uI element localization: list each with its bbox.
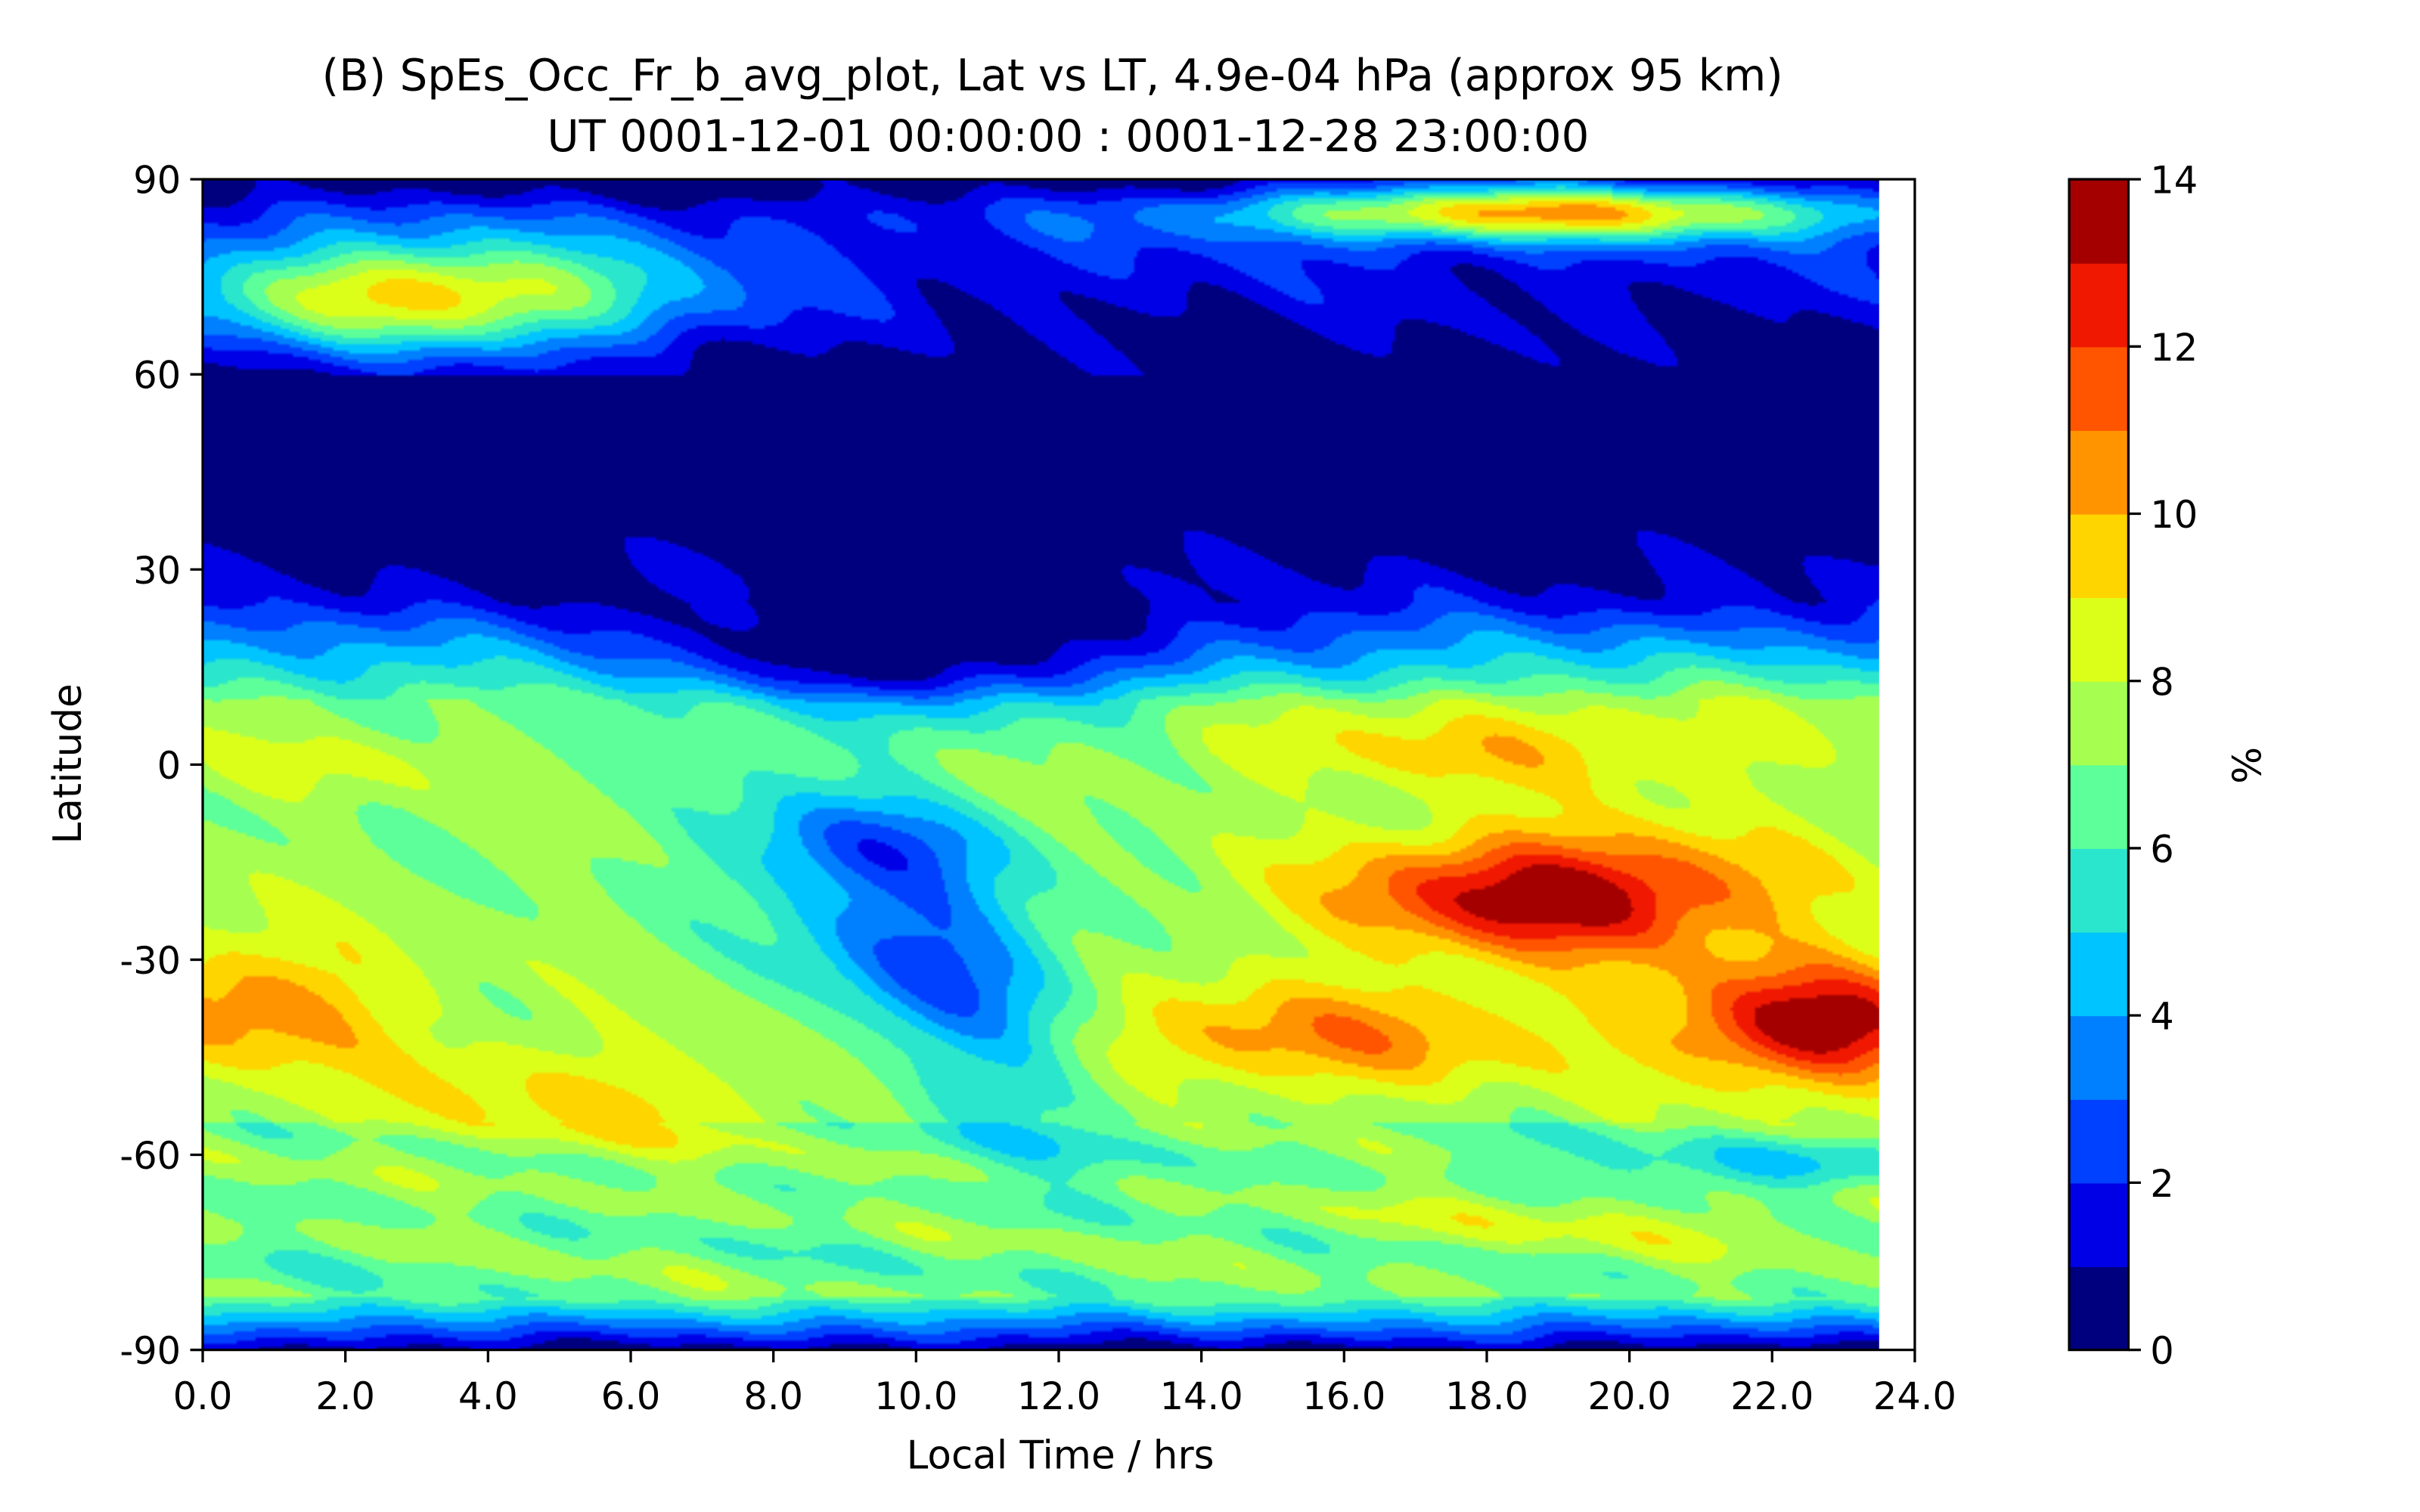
colorbar-tick-label: 10 (2150, 493, 2198, 537)
y-tick-label: 30 (133, 549, 181, 593)
x-tick-label: 12.0 (1017, 1374, 1100, 1418)
colorbar-tick-label: 6 (2150, 828, 2173, 872)
x-tick-label: 0.0 (173, 1374, 233, 1418)
x-tick-label: 2.0 (315, 1374, 375, 1418)
contour-image (203, 179, 1879, 1350)
contour-field (203, 179, 1879, 1350)
colorbar-band (2069, 262, 2129, 348)
colorbar-tick-label: 14 (2150, 159, 2198, 203)
colorbar-band (2069, 1182, 2129, 1267)
y-tick-label: -60 (119, 1134, 181, 1178)
colorbar-ticks: 14 12 10 8 6 4 2 0 (2128, 159, 2198, 1373)
colorbar-band (2069, 429, 2129, 515)
colorbar-bands (2069, 179, 2129, 1351)
x-tick-label: 6.0 (601, 1374, 661, 1418)
x-tick-label: 22.0 (1730, 1374, 1813, 1418)
x-tick-label: 20.0 (1588, 1374, 1671, 1418)
colorbar-band (2069, 680, 2129, 766)
x-tick-label: 18.0 (1445, 1374, 1528, 1418)
x-tick-label: 16.0 (1302, 1374, 1385, 1418)
colorbar-band (2069, 346, 2129, 431)
colorbar-band (2069, 764, 2129, 849)
colorbar-tick-label: 8 (2150, 660, 2173, 704)
colorbar-band (2069, 931, 2129, 1017)
x-tick-label: 14.0 (1160, 1374, 1243, 1418)
colorbar-label: % (2226, 747, 2271, 784)
chart-title-line2: UT 0001-12-01 00:00:00 : 0001-12-28 23:0… (547, 110, 1589, 162)
y-tick-label: 0 (157, 744, 181, 788)
colorbar-tick-label: 4 (2150, 995, 2173, 1039)
colorbar-frame (2068, 178, 2130, 1352)
colorbar-band (2069, 847, 2129, 933)
x-tick-label: 4.0 (458, 1374, 518, 1418)
y-tick-label: 60 (133, 354, 181, 398)
colorbar-tick-label: 12 (2150, 326, 2198, 370)
x-axis-label: Local Time / hrs (907, 1433, 1215, 1478)
y-tick-label: 90 (133, 159, 181, 203)
colorbar-tick-label: 2 (2150, 1162, 2173, 1206)
colorbar-band (2069, 597, 2129, 682)
colorbar-band (2069, 1266, 2129, 1351)
colorbar-band (2069, 513, 2129, 599)
chart-title-line1: (B) SpEs_Occ_Fr_b_avg_plot, Lat vs LT, 4… (322, 50, 1783, 101)
y-tick-label: -30 (119, 939, 181, 983)
colorbar-tick-label: 0 (2150, 1329, 2173, 1373)
x-tick-label: 10.0 (874, 1374, 957, 1418)
y-axis: 90 60 30 0 -30 -60 -90 (119, 159, 203, 1373)
y-tick-label: -90 (119, 1329, 181, 1373)
x-tick-label: 8.0 (743, 1374, 803, 1418)
x-axis: 0.0 2.0 4.0 6.0 8.0 10.0 12.0 14.0 16.0 18.0 20.0 2… (173, 1349, 1956, 1418)
x-tick-label: 24.0 (1873, 1374, 1956, 1418)
y-axis-label: Latitude (45, 683, 91, 844)
plot-area (201, 178, 1916, 1352)
colorbar-band (2069, 1015, 2129, 1100)
colorbar-band (2069, 179, 2129, 264)
colorbar-band (2069, 1098, 2129, 1184)
colorbar: 14 12 10 8 6 4 2 0 % (2068, 159, 2271, 1373)
